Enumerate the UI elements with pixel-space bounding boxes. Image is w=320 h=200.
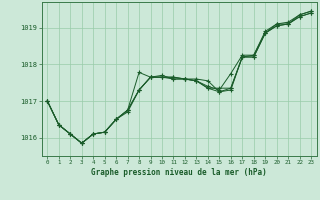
X-axis label: Graphe pression niveau de la mer (hPa): Graphe pression niveau de la mer (hPa) [91,168,267,177]
